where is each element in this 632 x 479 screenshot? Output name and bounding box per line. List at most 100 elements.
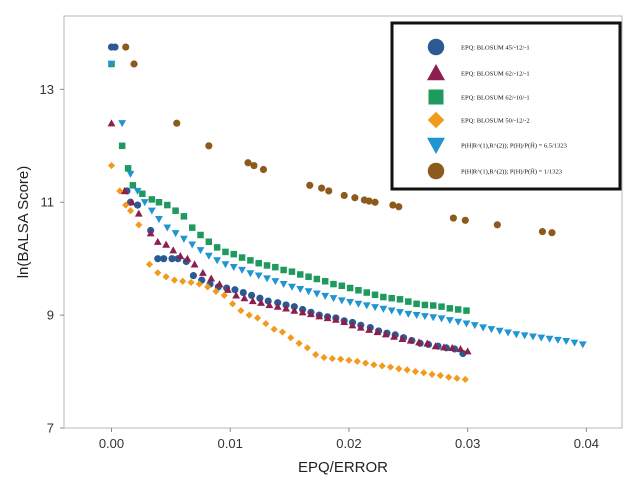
legend-label: P(H|R^(1),R^(2)); P(H)/P(H̄) = 6.5/1323 [461,142,567,149]
data-point [331,315,340,323]
data-point [263,275,271,283]
data-point [529,333,537,341]
data-point [321,278,329,285]
data-point [164,201,171,209]
data-point [421,301,429,309]
data-point [238,254,246,261]
data-point [273,302,282,310]
data-point [423,339,432,347]
data-point [429,302,437,309]
data-point [321,292,330,300]
data-point [545,335,554,343]
data-point [373,328,382,336]
data-point [412,312,421,320]
data-point [170,276,178,284]
data-point [134,209,143,217]
data-point [381,330,390,338]
data-point [176,251,185,259]
legend-label: P(H|R^(1),R^(2)); P(H)/P(H̄) = 1/1323 [461,168,562,175]
data-point [107,119,116,127]
data-point [126,207,135,215]
data-point [189,272,197,280]
data-point [398,334,407,342]
data-point [155,198,163,206]
series-3 [107,161,469,384]
data-point [345,356,353,364]
data-point [188,241,197,249]
data-point [306,181,314,189]
data-point [351,194,359,202]
data-point [253,314,262,322]
data-points [107,43,587,384]
data-point [297,271,304,278]
data-point [160,255,168,263]
data-point [204,252,213,260]
data-point [378,362,386,370]
data-point [387,307,396,315]
data-point [212,287,220,295]
data-point [265,301,274,309]
data-point [462,320,471,328]
legend-marker [427,111,445,129]
data-point [329,295,338,303]
data-point [438,303,445,310]
data-point [395,203,403,211]
data-point [279,280,288,288]
data-point [238,266,246,274]
data-point [380,293,387,301]
data-point [420,369,428,377]
data-point [282,304,290,312]
data-point [288,283,296,291]
data-point [145,260,154,268]
data-point [448,343,457,351]
data-point [232,291,241,299]
data-point [445,317,454,325]
data-point [340,317,349,326]
data-point [187,278,195,286]
data-point [353,357,361,365]
data-point [487,326,496,334]
data-point [304,288,313,296]
legend-marker [427,38,445,56]
data-point [504,329,512,337]
data-point [116,187,124,195]
data-point [461,375,469,384]
data-point [250,161,258,170]
legend-marker [427,162,445,180]
data-point [379,305,388,313]
data-point [163,224,172,232]
data-point [386,363,395,371]
data-point [148,196,156,203]
legend-label: EPQ: BLOSUM 62/-12/-1 [461,71,530,78]
data-point [222,248,229,256]
data-point [205,238,213,246]
data-point [190,260,199,268]
data-point [396,309,404,317]
data-point [411,367,419,376]
series-5 [122,43,556,237]
data-point [220,291,228,299]
data-point [413,300,420,308]
data-point [538,228,547,236]
data-point [318,184,326,192]
data-point [122,201,130,209]
data-point [111,43,119,51]
series-4 [107,60,587,349]
data-point [248,297,257,305]
data-point [325,187,333,195]
data-point [162,273,170,281]
data-point [229,264,238,272]
data-point [280,266,287,274]
data-point [259,165,268,174]
data-point [328,355,336,363]
data-point [395,365,403,373]
data-point [437,315,446,323]
data-point [287,334,295,342]
data-point [415,338,423,346]
data-point [320,353,328,362]
data-point [371,291,379,299]
x-tick-label: 0.04 [574,436,599,451]
data-point [298,308,307,316]
data-point [271,278,280,286]
